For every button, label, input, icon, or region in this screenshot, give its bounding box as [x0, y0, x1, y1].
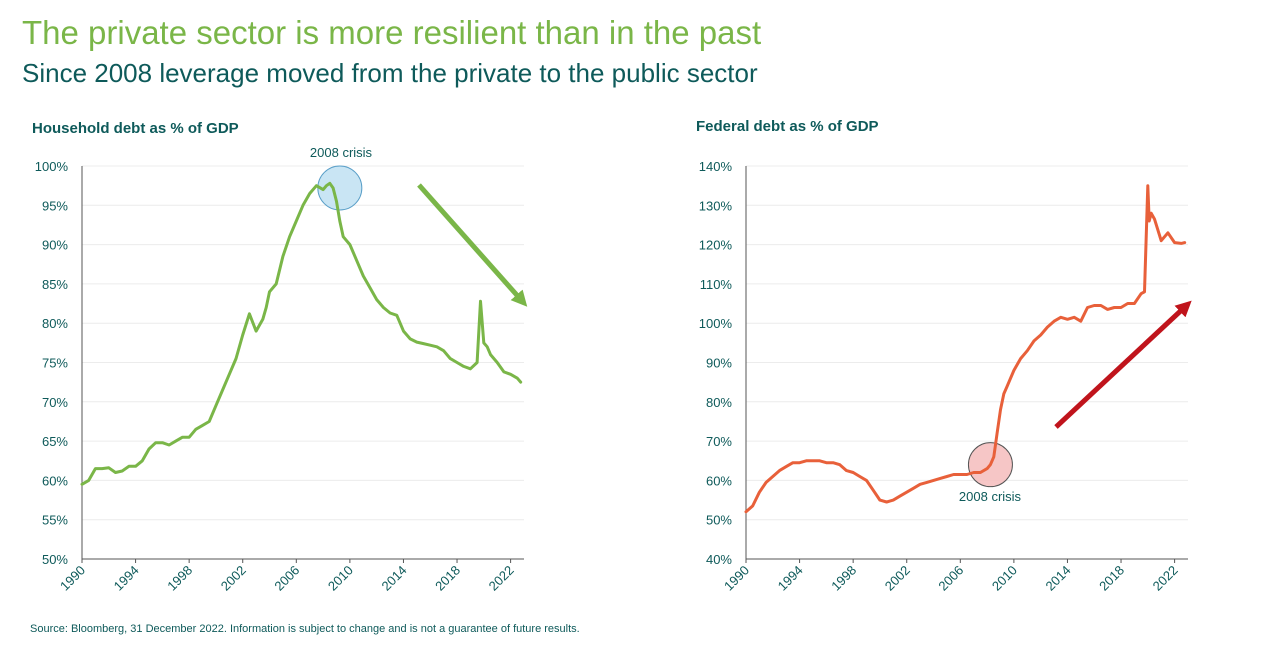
household-y-tick-label: 55%	[42, 513, 68, 528]
household-y-tick-label: 50%	[42, 552, 68, 567]
federal-trend-arrow	[1054, 300, 1192, 429]
federal-y-tick-label: 120%	[699, 238, 733, 253]
household-trend-arrow	[417, 183, 528, 307]
federal-y-tick-label: 100%	[699, 316, 733, 331]
federal-series-line	[744, 184, 1187, 514]
federal-y-tick-label: 50%	[706, 513, 732, 528]
household-x-tick-label: 1998	[164, 563, 195, 594]
household-crisis-label: 2008 crisis	[310, 145, 373, 160]
federal-y-tick-label: 110%	[700, 277, 733, 292]
federal-x-tick-label: 2014	[1043, 563, 1074, 594]
federal-x-tick-label: 2018	[1096, 563, 1127, 594]
page-subtitle: Since 2008 leverage moved from the priva…	[22, 58, 758, 88]
household-y-tick-label: 60%	[42, 473, 68, 488]
federal-y-tick-label: 70%	[706, 434, 732, 449]
household-x-tick-label: 2010	[325, 563, 356, 594]
federal-x-tick-label: 1994	[775, 563, 806, 594]
household-y-tick-label: 70%	[42, 395, 68, 410]
household-x-tick-label: 1990	[57, 563, 88, 594]
federal-crisis-label: 2008 crisis	[959, 489, 1022, 504]
federal-x-tick-label: 2010	[989, 563, 1020, 594]
federal-y-tick-label: 60%	[706, 473, 732, 488]
household-x-tick-label: 2022	[486, 563, 517, 594]
household-y-tick-label: 95%	[42, 198, 68, 213]
household-chart-title: Household debt as % of GDP	[32, 120, 239, 137]
federal-x-tick-label: 2006	[935, 563, 966, 594]
household-x-tick-label: 2006	[271, 563, 302, 594]
federal-y-tick-label: 140%	[699, 159, 733, 174]
household-chart: 50% 55% 60% 65% 70% 75% 80% 85% 90% 95% 100% 1990 19…	[35, 145, 528, 594]
household-y-tick-label: 80%	[42, 316, 68, 331]
household-series-line	[80, 181, 523, 486]
federal-x-tick-label: 2002	[882, 563, 913, 594]
federal-y-tick-label: 130%	[699, 198, 733, 213]
household-x-tick-label: 2002	[218, 563, 249, 594]
source-note: Source: Bloomberg, 31 December 2022. Inf…	[30, 623, 580, 635]
household-y-tick-label: 90%	[42, 238, 68, 253]
household-x-tick-label: 2018	[432, 563, 463, 594]
federal-x-tick-label: 1998	[828, 563, 859, 594]
federal-x-tick-label: 1990	[721, 563, 752, 594]
household-y-tick-label: 65%	[42, 434, 68, 449]
household-x-tick-label: 1994	[111, 563, 142, 594]
household-x-tick-label: 2014	[379, 563, 410, 594]
page-title: The private sector is more resilient tha…	[22, 14, 762, 51]
federal-y-tick-label: 90%	[706, 356, 732, 371]
federal-x-tick-label: 2022	[1150, 563, 1181, 594]
federal-y-tick-label: 40%	[706, 552, 732, 567]
federal-y-tick-label: 80%	[706, 395, 732, 410]
household-y-tick-label: 85%	[42, 277, 68, 292]
household-y-tick-label: 75%	[42, 356, 68, 371]
household-y-tick-label: 100%	[35, 159, 69, 174]
federal-chart-title: Federal debt as % of GDP	[696, 118, 879, 135]
federal-chart: 40% 50% 60% 70% 80% 90% 100% 110% 120% 130% 140% 19…	[699, 159, 1192, 594]
